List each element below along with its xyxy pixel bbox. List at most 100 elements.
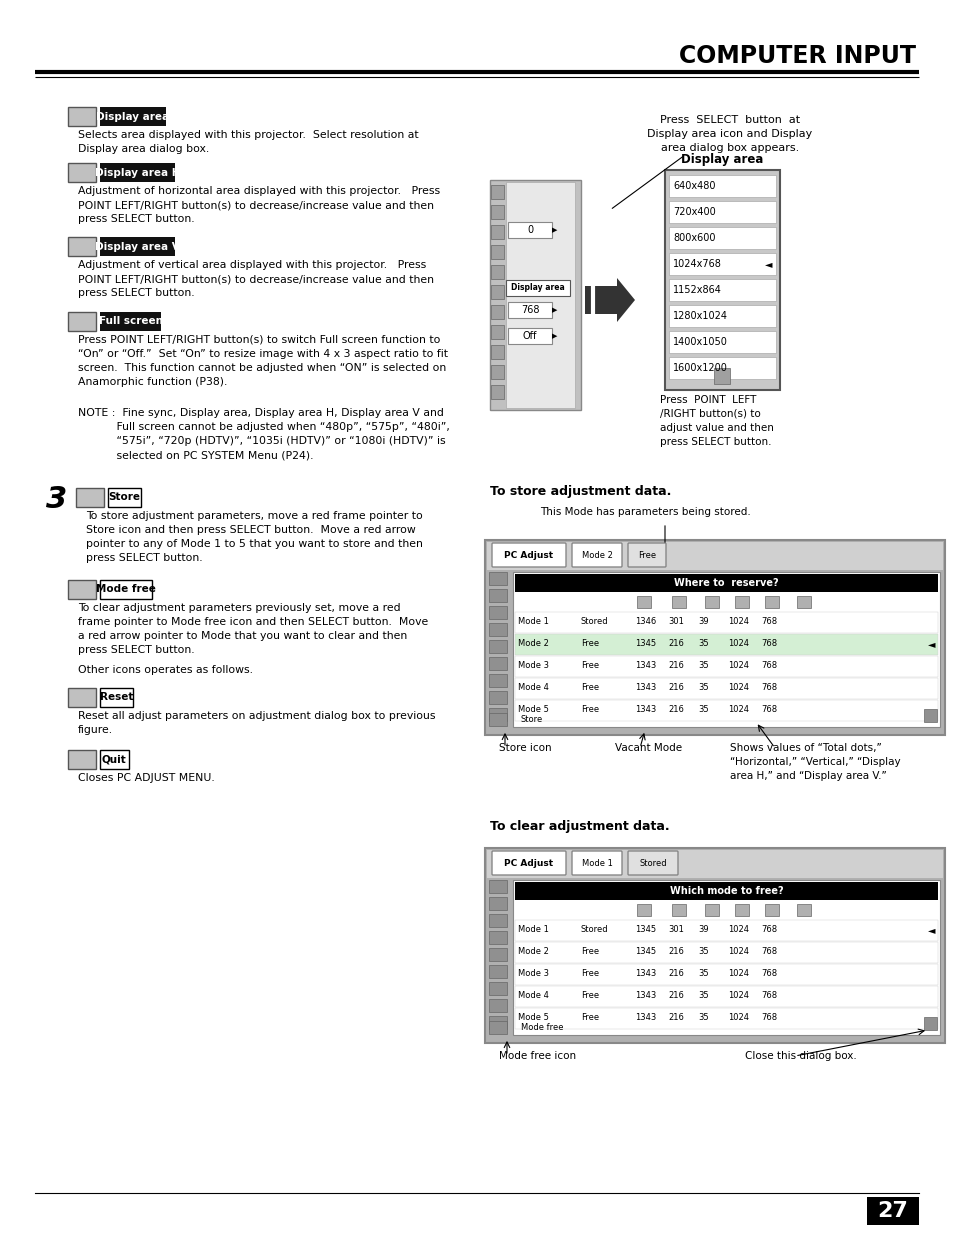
Text: 1343: 1343 — [635, 683, 656, 693]
Text: To clear adjustment parameters previously set, move a red
frame pointer to Mode : To clear adjustment parameters previousl… — [78, 603, 428, 655]
Text: Display area: Display area — [96, 111, 170, 121]
Text: Free: Free — [580, 683, 598, 693]
Bar — [489, 982, 506, 995]
Bar — [668, 357, 775, 379]
Bar — [489, 657, 506, 671]
Text: Free: Free — [580, 662, 598, 671]
Bar — [513, 881, 939, 1035]
Text: Mode 5: Mode 5 — [517, 1014, 548, 1023]
Text: 216: 216 — [667, 640, 683, 648]
Text: Free: Free — [580, 1014, 598, 1023]
Bar — [489, 1016, 506, 1029]
Bar — [515, 1008, 937, 1029]
Bar — [866, 1197, 918, 1225]
FancyBboxPatch shape — [492, 543, 565, 567]
Bar — [491, 185, 503, 199]
Bar — [515, 920, 937, 941]
Text: 768: 768 — [760, 618, 777, 626]
Text: 1024: 1024 — [727, 925, 748, 935]
Bar — [507, 303, 552, 317]
Bar — [923, 1016, 936, 1030]
FancyBboxPatch shape — [627, 543, 665, 567]
Text: Adjustment of vertical area displayed with this projector.   Press
POINT LEFT/RI: Adjustment of vertical area displayed wi… — [78, 261, 434, 298]
Bar — [68, 312, 96, 331]
Text: 1400x1050: 1400x1050 — [672, 337, 727, 347]
Bar — [491, 345, 503, 359]
Text: 301: 301 — [667, 925, 683, 935]
Bar — [108, 488, 141, 508]
Text: Mode 1: Mode 1 — [517, 925, 548, 935]
Bar — [489, 713, 506, 726]
Text: Display area V: Display area V — [95, 242, 180, 252]
Bar — [68, 580, 96, 599]
Bar — [515, 700, 937, 721]
Text: Where to  reserve?: Where to reserve? — [674, 578, 778, 588]
Text: 1024: 1024 — [727, 662, 748, 671]
Bar — [484, 848, 944, 1044]
Text: Mode 1: Mode 1 — [517, 618, 548, 626]
Bar — [489, 606, 506, 619]
Text: ◄: ◄ — [763, 259, 771, 269]
Text: Free: Free — [580, 705, 598, 715]
Bar — [100, 312, 161, 331]
Text: ▶: ▶ — [552, 333, 558, 338]
Text: This Mode has parameters being stored.: This Mode has parameters being stored. — [539, 508, 750, 517]
Text: Free: Free — [580, 947, 598, 956]
Text: 720x400: 720x400 — [672, 207, 715, 217]
Bar — [515, 986, 937, 1007]
Bar — [507, 329, 552, 345]
Bar — [671, 904, 685, 916]
Text: 768: 768 — [760, 640, 777, 648]
FancyBboxPatch shape — [492, 851, 565, 876]
Bar — [668, 227, 775, 249]
Bar — [704, 597, 719, 608]
Bar — [489, 640, 506, 653]
Text: ◄: ◄ — [926, 638, 934, 650]
Text: 301: 301 — [667, 618, 683, 626]
Bar — [668, 201, 775, 224]
Bar — [491, 325, 503, 338]
Bar — [513, 572, 939, 727]
Bar — [68, 750, 96, 769]
Text: Other icons operates as follows.: Other icons operates as follows. — [78, 664, 253, 676]
Text: 768: 768 — [760, 1014, 777, 1023]
Text: Free: Free — [580, 969, 598, 978]
Text: 35: 35 — [698, 662, 708, 671]
Bar — [515, 613, 937, 634]
Bar — [489, 881, 506, 893]
Text: 27: 27 — [877, 1200, 907, 1221]
Bar — [489, 708, 506, 721]
Text: Reset: Reset — [100, 693, 133, 703]
Text: 1345: 1345 — [635, 925, 656, 935]
Bar — [491, 205, 503, 219]
Text: Mode 2: Mode 2 — [517, 640, 548, 648]
Bar — [489, 692, 506, 704]
Text: ◄: ◄ — [926, 925, 934, 935]
Text: Store: Store — [520, 715, 542, 724]
Text: 1343: 1343 — [635, 662, 656, 671]
Text: PC Adjust: PC Adjust — [504, 858, 553, 867]
Text: Mode free icon: Mode free icon — [498, 1051, 576, 1061]
Text: 1343: 1343 — [635, 969, 656, 978]
Bar — [491, 305, 503, 319]
Text: Press  POINT  LEFT
/RIGHT button(s) to
adjust value and then
press SELECT button: Press POINT LEFT /RIGHT button(s) to adj… — [659, 395, 773, 447]
Text: Mode 1: Mode 1 — [581, 858, 612, 867]
Text: Press POINT LEFT/RIGHT button(s) to switch Full screen function to
“On” or “Off.: Press POINT LEFT/RIGHT button(s) to swit… — [78, 335, 448, 387]
Bar — [515, 656, 937, 677]
Text: Store icon: Store icon — [498, 743, 551, 753]
Text: 800x600: 800x600 — [672, 233, 715, 243]
Text: 35: 35 — [698, 947, 708, 956]
Bar — [489, 897, 506, 910]
Text: Mode 2: Mode 2 — [517, 947, 548, 956]
Bar — [637, 904, 650, 916]
Text: 1024: 1024 — [727, 969, 748, 978]
Text: Mode 3: Mode 3 — [517, 662, 548, 671]
Bar — [489, 589, 506, 601]
Bar — [764, 597, 779, 608]
Text: 768: 768 — [760, 662, 777, 671]
Text: 1346: 1346 — [635, 618, 656, 626]
Text: 216: 216 — [667, 969, 683, 978]
Bar — [489, 931, 506, 944]
Bar — [515, 634, 937, 655]
Text: 0: 0 — [526, 225, 533, 235]
